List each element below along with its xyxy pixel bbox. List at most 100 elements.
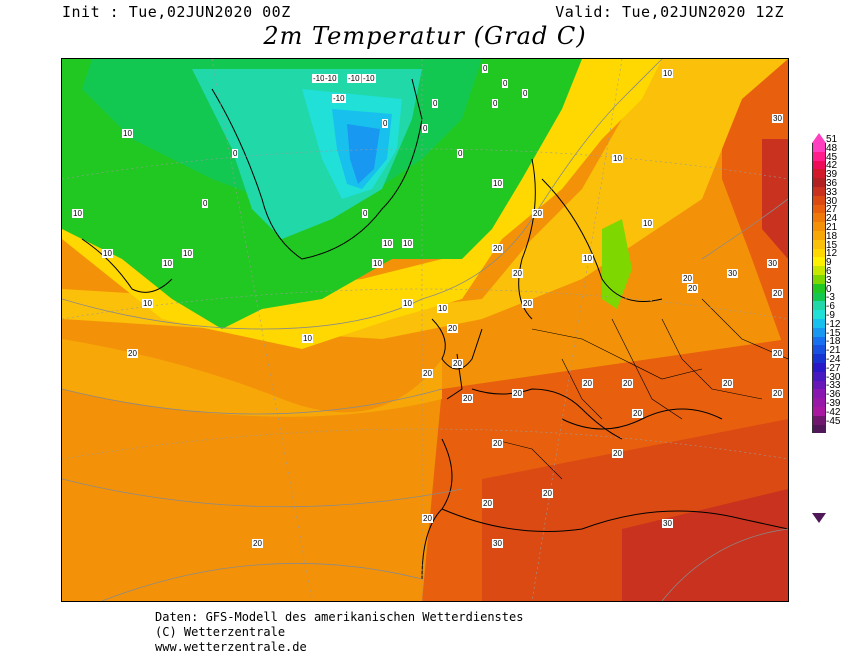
legend-swatch xyxy=(812,283,826,293)
contour-label: 10 xyxy=(142,299,153,308)
legend-tick: 36 xyxy=(826,177,838,189)
contour-label: 20 xyxy=(512,389,523,398)
legend-tick: 3 xyxy=(826,274,832,286)
legend-swatch xyxy=(812,186,826,196)
legend-swatch xyxy=(812,398,826,407)
contour-label: 20 xyxy=(452,359,463,368)
legend-tick: -24 xyxy=(826,353,841,365)
contour-label: 30 xyxy=(772,114,783,123)
contour-label: 10 xyxy=(402,299,413,308)
contour-label: 0 xyxy=(362,209,369,218)
contour-label: 20 xyxy=(542,489,553,498)
legend-tick: -12 xyxy=(826,318,841,330)
legend-swatch xyxy=(812,424,826,434)
legend-tick: -33 xyxy=(826,380,841,392)
contour-label: 10 xyxy=(102,249,113,258)
contour-label: 10 xyxy=(302,334,313,343)
contour-label: 10 xyxy=(382,239,393,248)
legend-tick: 15 xyxy=(826,239,838,251)
contour-label: 20 xyxy=(687,284,698,293)
contour-label: -10 xyxy=(332,94,346,103)
contour-label: 20 xyxy=(582,379,593,388)
contour-label: 0 xyxy=(382,119,389,128)
contour-label: 10 xyxy=(162,259,173,268)
legend-swatch xyxy=(812,318,826,328)
legend-swatch xyxy=(812,380,826,390)
legend-tick-labels: 51 48 45 42 39 36 33 30 27 24 21 18 15 12 9 6 3 0 -3 -6 -9 -1… xyxy=(826,135,841,427)
legend-tick: -30 xyxy=(826,371,841,383)
legend-swatch xyxy=(812,266,826,275)
temperature-map: -10 -10 -10 -10 -10 0 0 0 0 0 0 0 0 0 0 0 10 10 10 10 10 10 10… xyxy=(61,58,789,602)
legend-swatch xyxy=(812,222,826,231)
legend-swatch xyxy=(812,195,826,205)
legend-swatch xyxy=(812,310,826,319)
legend-tick: -45 xyxy=(826,415,841,427)
legend-swatch xyxy=(812,248,826,258)
field-greenland-core xyxy=(347,124,380,184)
contour-label: 10 xyxy=(182,249,193,258)
contour-label: 10 xyxy=(582,254,593,263)
contour-label: -10 xyxy=(347,74,361,83)
legend-tick: -15 xyxy=(826,327,841,339)
contour-label: 10 xyxy=(372,259,383,268)
legend-swatch xyxy=(812,257,826,267)
contour-label: 20 xyxy=(422,369,433,378)
legend-tick: -6 xyxy=(826,301,835,313)
contour-label: 10 xyxy=(437,304,448,313)
legend-swatch xyxy=(812,301,826,311)
contour-label: 20 xyxy=(492,439,503,448)
legend-tick: 0 xyxy=(826,283,832,295)
contour-label: 10 xyxy=(492,179,503,188)
contour-label: 10 xyxy=(612,154,623,163)
contour-label: 0 xyxy=(522,89,529,98)
coastlines xyxy=(81,78,788,580)
contour-label: 30 xyxy=(662,519,673,528)
copyright: (C) Wetterzentrale xyxy=(155,625,286,639)
contour-label: -10 xyxy=(324,74,338,83)
contour-label: 20 xyxy=(462,394,473,403)
contour-label: 20 xyxy=(447,324,458,333)
legend-swatch xyxy=(812,143,826,152)
field-hot-east xyxy=(762,139,788,259)
data-source: Daten: GFS-Modell des amerikanischen Wet… xyxy=(155,610,524,624)
legend-swatch xyxy=(812,160,826,170)
contour-label: -10 xyxy=(312,74,326,83)
legend-tick: 6 xyxy=(826,265,832,277)
contour-label: 10 xyxy=(402,239,413,248)
contour-label: 20 xyxy=(127,349,138,358)
legend-swatch xyxy=(812,345,826,355)
legend-tick: 33 xyxy=(826,186,838,198)
legend-bottom-arrow xyxy=(812,513,826,523)
contour-label: 0 xyxy=(457,149,464,158)
legend-tick: -36 xyxy=(826,389,841,401)
contour-label: 20 xyxy=(252,539,263,548)
legend-swatch xyxy=(812,354,826,363)
contour-label: 0 xyxy=(202,199,209,208)
legend-swatch xyxy=(812,239,826,249)
contour-label: 20 xyxy=(422,514,433,523)
init-time: Init : Tue,02JUN2020 00Z xyxy=(62,3,291,21)
contour-label: 20 xyxy=(492,244,503,253)
contour-label: 0 xyxy=(432,99,439,108)
legend-tick: 12 xyxy=(826,248,838,260)
legend-tick: 42 xyxy=(826,160,838,172)
contour-label: 10 xyxy=(72,209,83,218)
legend-swatch xyxy=(812,213,826,223)
contour-label: 20 xyxy=(682,274,693,283)
legend-tick: -9 xyxy=(826,309,835,321)
contour-label: 0 xyxy=(422,124,429,133)
legend-tick: 48 xyxy=(826,142,838,154)
field-mid-atlantic xyxy=(62,339,442,417)
contour-label: 20 xyxy=(522,299,533,308)
contour-label: 20 xyxy=(632,409,643,418)
field-warm-east xyxy=(722,59,788,359)
legend-tick: 45 xyxy=(826,151,838,163)
legend-tick: 24 xyxy=(826,213,838,225)
map-title: 2m Temperatur (Grad C) xyxy=(263,22,587,50)
legend-swatch xyxy=(812,336,826,346)
contour-label: 30 xyxy=(767,259,778,268)
website-link[interactable]: www.wetterzentrale.de xyxy=(155,640,307,654)
legend-tick: 30 xyxy=(826,195,838,207)
contour-label: 0 xyxy=(482,64,489,73)
legend-swatch xyxy=(812,169,826,179)
